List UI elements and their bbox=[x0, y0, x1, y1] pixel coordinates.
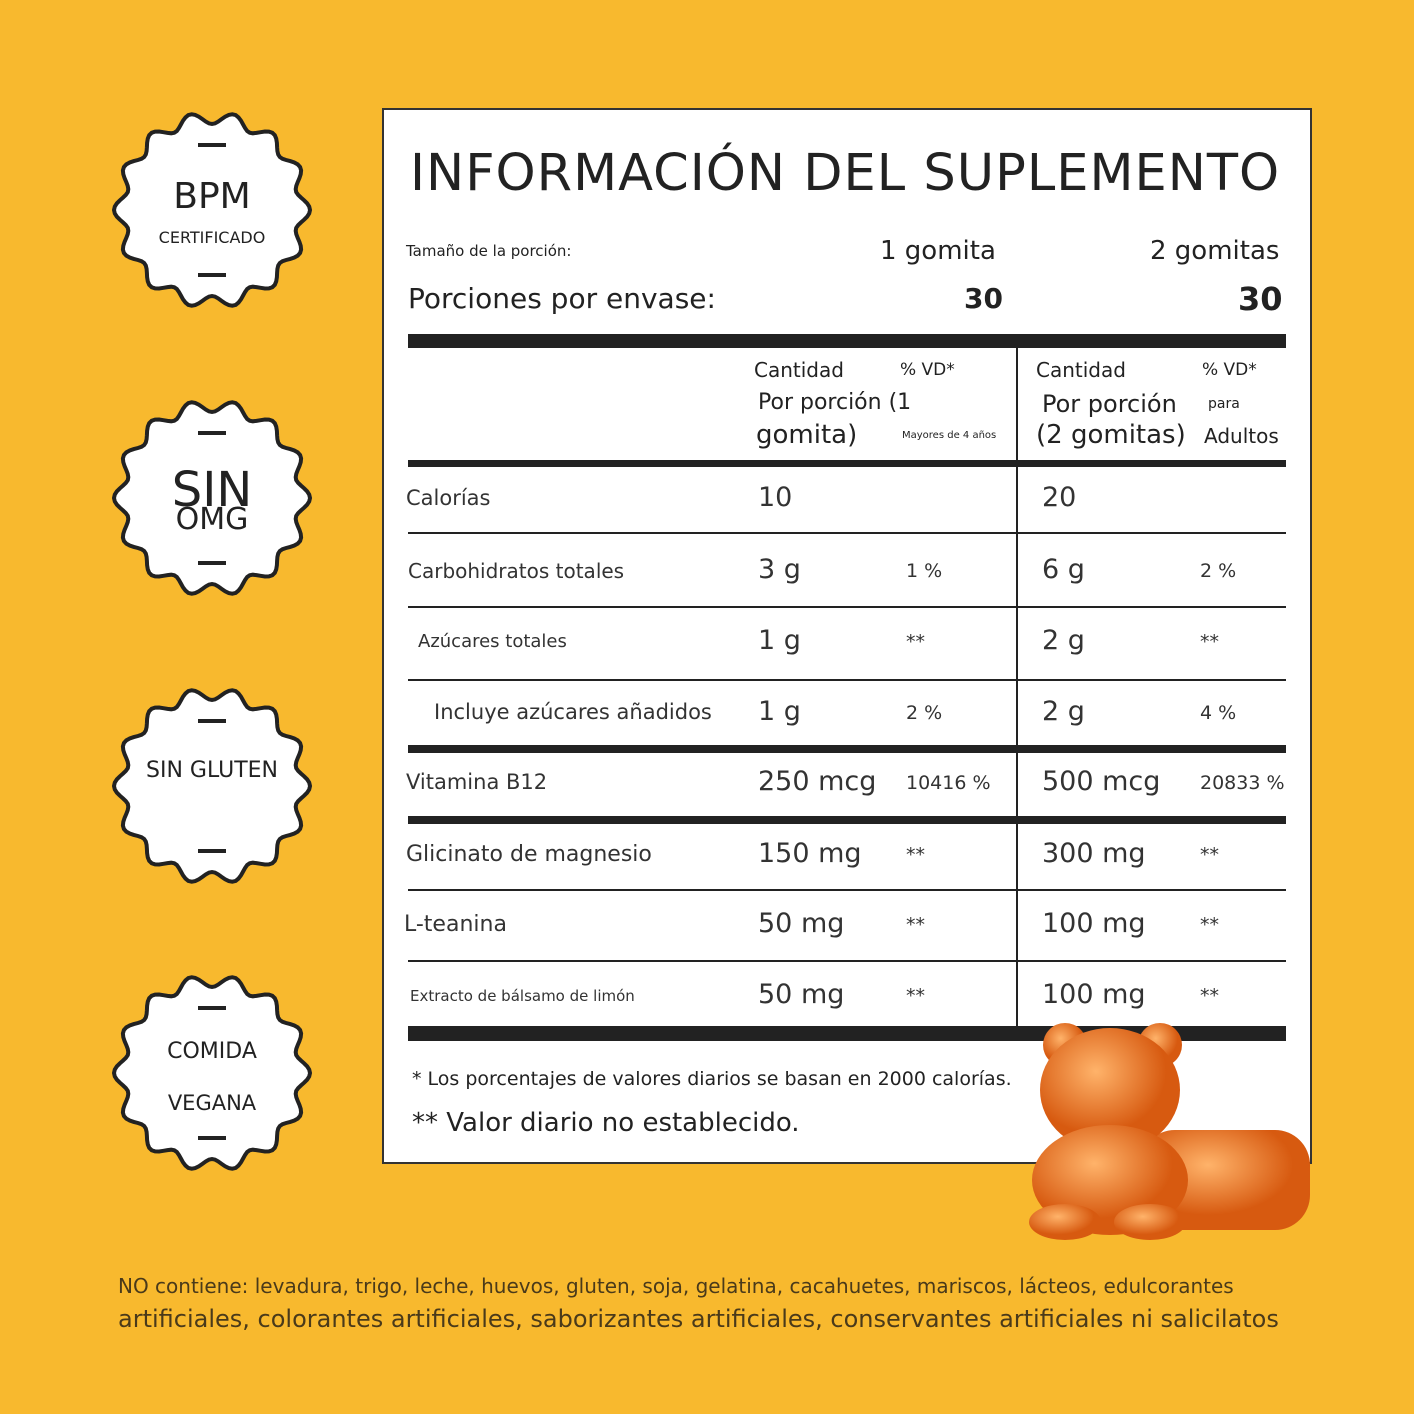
rule bbox=[408, 460, 1286, 467]
amount: 50 mg bbox=[758, 979, 845, 1011]
amount: 300 mg bbox=[1042, 838, 1146, 870]
daily-value: ** bbox=[1200, 843, 1219, 866]
badge-title: SIN GLUTEN bbox=[145, 758, 279, 783]
servings-2: 30 bbox=[1238, 280, 1283, 318]
badge-subtitle: CERTIFICADO bbox=[158, 228, 266, 247]
daily-value: ** bbox=[1200, 984, 1219, 1007]
amount: 50 mg bbox=[758, 908, 845, 940]
badge-title: SIN bbox=[171, 462, 253, 518]
header: para bbox=[1208, 396, 1240, 412]
daily-value: 4 % bbox=[1200, 701, 1237, 724]
divider bbox=[1016, 348, 1018, 1028]
daily-value: 20833 % bbox=[1200, 771, 1285, 794]
amount: 100 mg bbox=[1042, 979, 1146, 1011]
badge-title: COMIDA bbox=[167, 1039, 257, 1064]
badge bbox=[111, 400, 313, 596]
row-name: Extracto de bálsamo de limón bbox=[410, 987, 635, 1006]
header: Adultos bbox=[1204, 424, 1279, 448]
bear bbox=[1140, 1130, 1310, 1230]
header: Por porción (1 bbox=[758, 390, 912, 415]
dash bbox=[198, 431, 226, 435]
daily-value: 10416 % bbox=[906, 771, 991, 794]
supplement-panel: INFORMACIÓN DEL SUPLEMENTO Tamaño de la … bbox=[382, 108, 1312, 1164]
dash bbox=[198, 1136, 226, 1140]
amount: 2 g bbox=[1042, 625, 1085, 657]
daily-value: ** bbox=[906, 913, 925, 936]
rule bbox=[408, 960, 1286, 962]
header: % VD* bbox=[1202, 360, 1257, 380]
row-name: Incluye azúcares añadidos bbox=[434, 700, 712, 725]
dash bbox=[198, 143, 226, 147]
servings-label: Porciones por envase: bbox=[408, 282, 716, 315]
rule bbox=[408, 334, 1286, 348]
header: Por porción bbox=[1042, 390, 1177, 418]
header: Mayores de 4 años bbox=[902, 430, 997, 441]
rule bbox=[408, 679, 1286, 681]
amount: 250 mcg bbox=[758, 766, 877, 798]
amount: 1 g bbox=[758, 696, 801, 728]
daily-value: ** bbox=[906, 630, 925, 653]
daily-value: ** bbox=[906, 843, 925, 866]
header: gomita) bbox=[756, 420, 858, 450]
daily-value: ** bbox=[906, 984, 925, 1007]
disclaimer: artificiales, colorantes artificiales, s… bbox=[118, 1305, 1279, 1333]
bear bbox=[1114, 1204, 1186, 1240]
row-name: Glicinato de magnesio bbox=[406, 841, 652, 867]
header: (2 gomitas) bbox=[1036, 420, 1186, 450]
amount: 1 g bbox=[758, 625, 801, 657]
rule bbox=[408, 816, 1286, 824]
row-name: Calorías bbox=[406, 486, 491, 511]
bear bbox=[1029, 1204, 1101, 1240]
footnote: * Los porcentajes de valores diarios se … bbox=[412, 1068, 1012, 1090]
header: Cantidad bbox=[1036, 358, 1126, 382]
daily-value: ** bbox=[1200, 630, 1219, 653]
amount: 500 mcg bbox=[1042, 766, 1161, 798]
badge-title: BPM bbox=[173, 176, 251, 217]
header: % VD* bbox=[900, 360, 955, 380]
dash bbox=[198, 273, 226, 277]
amount: 6 g bbox=[1042, 554, 1085, 586]
amount: 150 mg bbox=[758, 838, 862, 870]
amount: 3 g bbox=[758, 554, 801, 586]
row-name: Vitamina B12 bbox=[406, 770, 548, 795]
badge-subtitle: OMG bbox=[175, 502, 249, 537]
serving-2: 2 gomitas bbox=[1150, 236, 1280, 266]
footnote: ** Valor diario no establecido. bbox=[412, 1108, 800, 1138]
amount: 10 bbox=[758, 482, 793, 514]
serving-label: Tamaño de la porción: bbox=[406, 242, 572, 260]
dash bbox=[198, 849, 226, 853]
badge bbox=[111, 112, 313, 308]
rule bbox=[408, 889, 1286, 891]
servings-1: 30 bbox=[964, 282, 1003, 315]
daily-value: 2 % bbox=[906, 701, 943, 724]
amount: 20 bbox=[1042, 482, 1077, 514]
amount: 2 g bbox=[1042, 696, 1085, 728]
daily-value: ** bbox=[1200, 913, 1219, 936]
serving-1: 1 gomita bbox=[880, 236, 996, 266]
bear bbox=[1040, 1028, 1180, 1152]
dash bbox=[198, 1006, 226, 1010]
daily-value: 1 % bbox=[906, 559, 943, 582]
row-name: Azúcares totales bbox=[418, 631, 567, 653]
rule bbox=[408, 532, 1286, 534]
amount: 100 mg bbox=[1042, 908, 1146, 940]
panel-title: INFORMACIÓN DEL SUPLEMENTO bbox=[410, 144, 1281, 203]
badge bbox=[111, 688, 313, 884]
row-name: Carbohidratos totales bbox=[408, 559, 625, 583]
gummy-bears bbox=[1029, 1023, 1310, 1240]
dash bbox=[198, 561, 226, 565]
disclaimer: NO contiene: levadura, trigo, leche, hue… bbox=[118, 1274, 1234, 1298]
badge-subtitle: VEGANA bbox=[167, 1091, 257, 1115]
rule bbox=[408, 606, 1286, 608]
daily-value: 2 % bbox=[1200, 559, 1237, 582]
dash bbox=[198, 719, 226, 723]
rule bbox=[408, 745, 1286, 753]
row-name: L-teanina bbox=[404, 911, 507, 937]
badge bbox=[111, 975, 313, 1171]
header: Cantidad bbox=[754, 358, 844, 382]
